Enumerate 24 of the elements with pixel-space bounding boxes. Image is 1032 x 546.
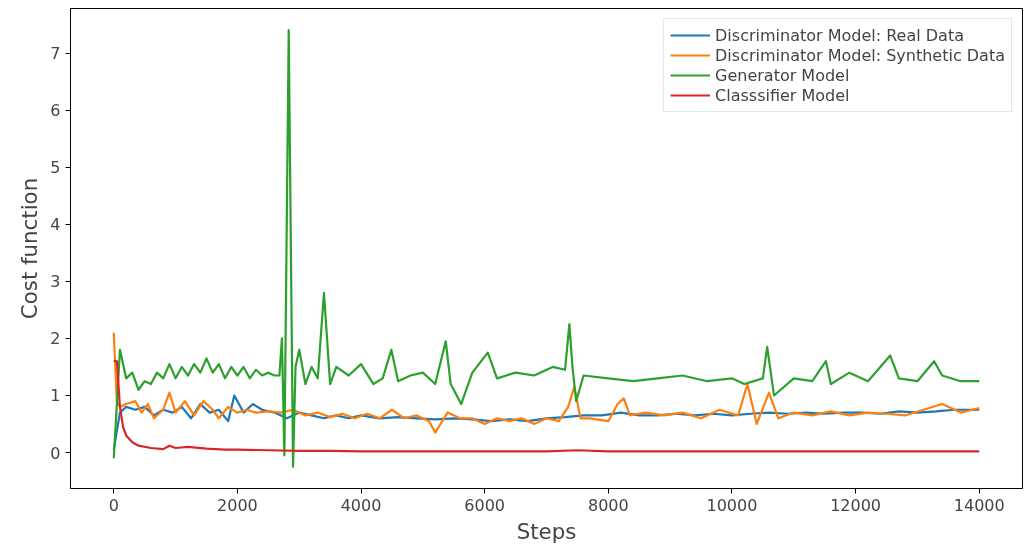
- x-tick-label: 0: [108, 495, 119, 515]
- x-tick-label: 2000: [217, 495, 258, 515]
- y-tick-label: 0: [50, 443, 61, 463]
- y-tick-label: 3: [50, 272, 61, 292]
- x-axis-title: Steps: [516, 518, 577, 544]
- x-tick-label: 4000: [340, 495, 382, 515]
- y-tick-label: 1: [50, 386, 61, 406]
- y-axis-title: Cost function: [17, 177, 43, 320]
- legend-label: Classsifier Model: [715, 85, 850, 105]
- legend-label: Generator Model: [715, 65, 850, 85]
- x-tick-label: 8000: [587, 495, 629, 515]
- x-tick-label: 6000: [464, 495, 506, 515]
- y-tick-label: 7: [50, 44, 61, 64]
- x-tick-label: 10000: [706, 495, 758, 515]
- y-tick-label: 6: [50, 101, 61, 121]
- line-series: [112, 360, 981, 453]
- y-tick-label: 2: [50, 329, 61, 349]
- x-tick-label: 12000: [830, 495, 882, 515]
- y-tick-label: 4: [50, 215, 61, 235]
- legend-label: Discriminator Model: Real Data: [715, 25, 964, 45]
- line-series: [112, 331, 981, 434]
- y-tick-label: 5: [50, 158, 61, 178]
- legend-label: Discriminator Model: Synthetic Data: [715, 45, 1005, 65]
- x-tick-label: 14000: [953, 495, 1005, 515]
